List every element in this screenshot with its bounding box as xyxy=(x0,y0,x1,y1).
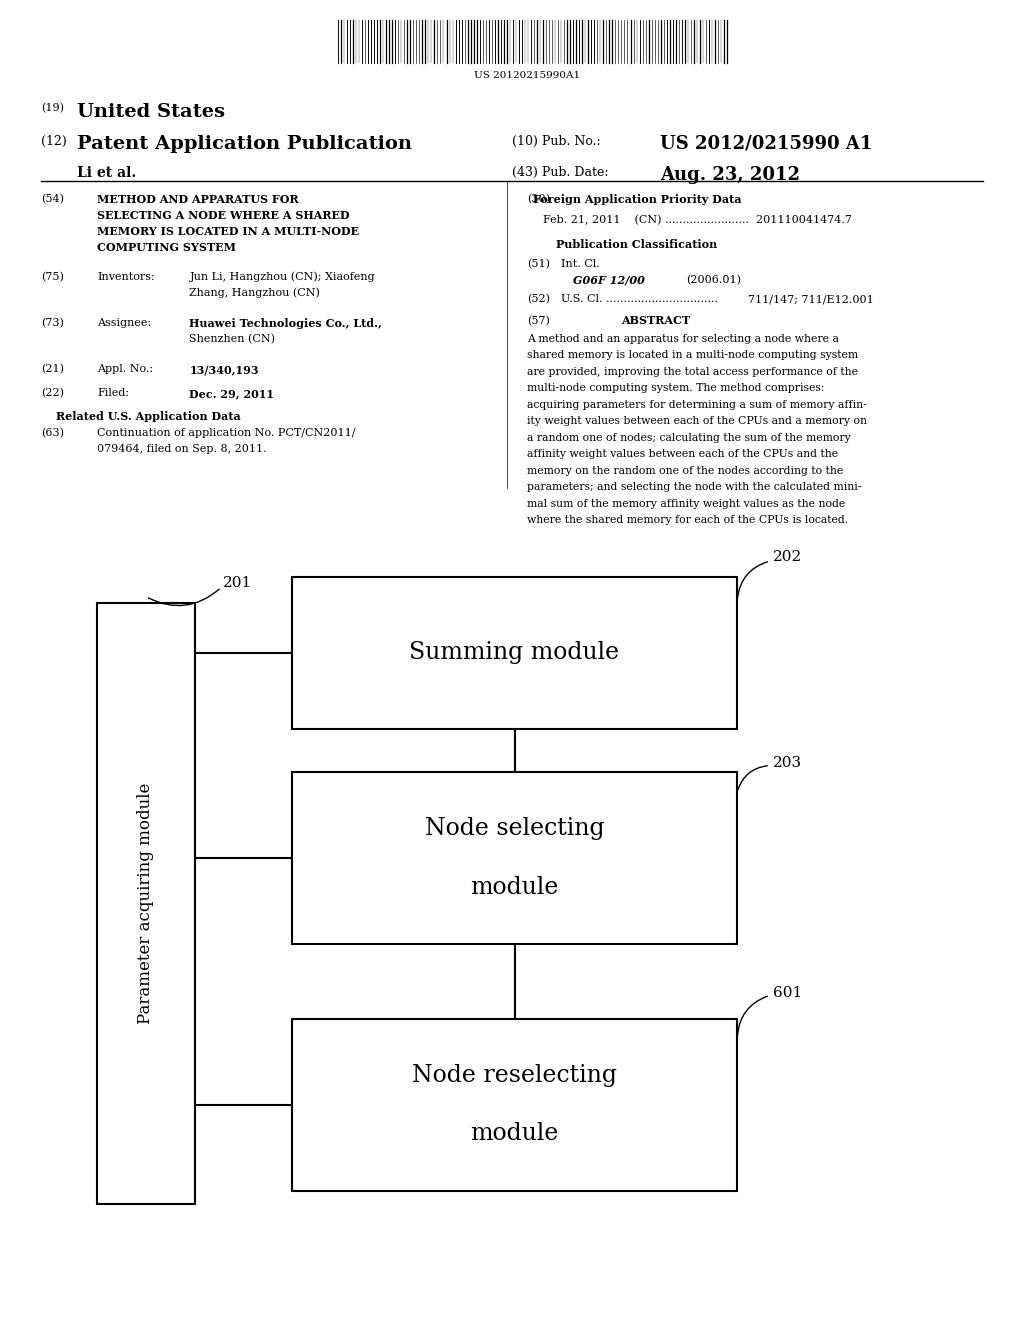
Text: shared memory is located in a multi-node computing system: shared memory is located in a multi-node… xyxy=(527,350,858,360)
Text: Appl. No.:: Appl. No.: xyxy=(97,364,154,375)
Text: Filed:: Filed: xyxy=(97,388,129,399)
Text: Int. Cl.: Int. Cl. xyxy=(561,259,600,269)
Text: (12): (12) xyxy=(41,135,67,148)
Text: multi-node computing system. The method comprises:: multi-node computing system. The method … xyxy=(527,383,825,393)
Text: (2006.01): (2006.01) xyxy=(686,275,741,285)
Text: Zhang, Hangzhou (CN): Zhang, Hangzhou (CN) xyxy=(189,288,321,298)
Text: Li et al.: Li et al. xyxy=(77,166,136,181)
Text: (19): (19) xyxy=(41,103,63,114)
Text: Feb. 21, 2011    (CN) ........................  201110041474.7: Feb. 21, 2011 (CN) .....................… xyxy=(543,215,852,226)
Text: Dec. 29, 2011: Dec. 29, 2011 xyxy=(189,388,274,399)
Text: parameters; and selecting the node with the calculated mini-: parameters; and selecting the node with … xyxy=(527,483,862,492)
Text: (10) Pub. No.:: (10) Pub. No.: xyxy=(512,135,601,148)
Text: US 2012/0215990 A1: US 2012/0215990 A1 xyxy=(660,135,872,153)
Text: Aug. 23, 2012: Aug. 23, 2012 xyxy=(660,166,801,185)
Text: module: module xyxy=(470,1122,559,1146)
Text: 13/340,193: 13/340,193 xyxy=(189,364,259,375)
Text: Shenzhen (CN): Shenzhen (CN) xyxy=(189,334,275,345)
Text: Publication Classification: Publication Classification xyxy=(556,239,718,249)
Bar xyxy=(292,772,737,944)
Text: memory on the random one of the nodes according to the: memory on the random one of the nodes ac… xyxy=(527,466,844,477)
Text: 601: 601 xyxy=(773,986,803,999)
Text: G06F 12/00: G06F 12/00 xyxy=(573,275,645,285)
Bar xyxy=(97,603,195,1204)
Text: 202: 202 xyxy=(773,550,803,564)
Text: (57): (57) xyxy=(527,315,550,326)
Text: (52): (52) xyxy=(527,294,550,305)
Text: Related U.S. Application Data: Related U.S. Application Data xyxy=(56,411,241,421)
Text: US 20120215990A1: US 20120215990A1 xyxy=(474,71,581,81)
Text: Summing module: Summing module xyxy=(410,642,620,664)
Text: ABSTRACT: ABSTRACT xyxy=(621,315,690,326)
Text: Assignee:: Assignee: xyxy=(97,318,152,329)
Text: MEMORY IS LOCATED IN A MULTI-NODE: MEMORY IS LOCATED IN A MULTI-NODE xyxy=(97,226,359,236)
Text: METHOD AND APPARATUS FOR: METHOD AND APPARATUS FOR xyxy=(97,194,299,205)
Text: (21): (21) xyxy=(41,364,63,375)
Text: (75): (75) xyxy=(41,272,63,282)
Text: affinity weight values between each of the CPUs and the: affinity weight values between each of t… xyxy=(527,449,839,459)
Text: mal sum of the memory affinity weight values as the node: mal sum of the memory affinity weight va… xyxy=(527,499,846,510)
Text: A method and an apparatus for selecting a node where a: A method and an apparatus for selecting … xyxy=(527,334,840,345)
Text: COMPUTING SYSTEM: COMPUTING SYSTEM xyxy=(97,242,237,252)
Text: U.S. Cl. ................................: U.S. Cl. ...............................… xyxy=(561,294,718,305)
Text: module: module xyxy=(470,875,559,899)
Text: 079464, filed on Sep. 8, 2011.: 079464, filed on Sep. 8, 2011. xyxy=(97,444,267,454)
Text: Huawei Technologies Co., Ltd.,: Huawei Technologies Co., Ltd., xyxy=(189,318,382,329)
Text: are provided, improving the total access performance of the: are provided, improving the total access… xyxy=(527,367,858,378)
Text: Parameter acquiring module: Parameter acquiring module xyxy=(137,783,155,1024)
Text: (73): (73) xyxy=(41,318,63,329)
Text: Foreign Application Priority Data: Foreign Application Priority Data xyxy=(532,194,741,205)
Text: 201: 201 xyxy=(223,577,253,590)
Text: acquiring parameters for determining a sum of memory affin-: acquiring parameters for determining a s… xyxy=(527,400,867,411)
Bar xyxy=(292,577,737,729)
Text: (63): (63) xyxy=(41,428,63,438)
Text: Inventors:: Inventors: xyxy=(97,272,155,282)
Text: where the shared memory for each of the CPUs is located.: where the shared memory for each of the … xyxy=(527,516,849,525)
Text: SELECTING A NODE WHERE A SHARED: SELECTING A NODE WHERE A SHARED xyxy=(97,210,350,220)
Text: (51): (51) xyxy=(527,259,550,269)
Text: United States: United States xyxy=(77,103,225,121)
Text: (30): (30) xyxy=(527,194,550,205)
Text: Node selecting: Node selecting xyxy=(425,817,604,841)
Text: (43) Pub. Date:: (43) Pub. Date: xyxy=(512,166,608,180)
Text: Continuation of application No. PCT/CN2011/: Continuation of application No. PCT/CN20… xyxy=(97,428,355,438)
Text: a random one of nodes; calculating the sum of the memory: a random one of nodes; calculating the s… xyxy=(527,433,851,444)
Text: Jun Li, Hangzhou (CN); Xiaofeng: Jun Li, Hangzhou (CN); Xiaofeng xyxy=(189,272,375,282)
Text: 711/147; 711/E12.001: 711/147; 711/E12.001 xyxy=(748,294,873,305)
Text: (54): (54) xyxy=(41,194,63,205)
Text: Patent Application Publication: Patent Application Publication xyxy=(77,135,412,153)
Text: ity weight values between each of the CPUs and a memory on: ity weight values between each of the CP… xyxy=(527,417,867,426)
Text: 203: 203 xyxy=(773,756,802,770)
Text: Node reselecting: Node reselecting xyxy=(412,1064,617,1088)
Bar xyxy=(292,1019,737,1191)
Text: (22): (22) xyxy=(41,388,63,399)
